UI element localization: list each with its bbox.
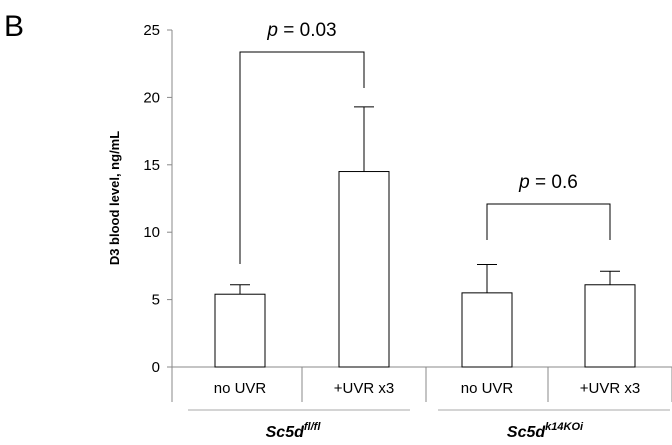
bar <box>214 293 266 368</box>
category-label: no UVR <box>214 380 267 397</box>
category-label: +UVR x3 <box>580 380 640 397</box>
bar <box>584 284 636 368</box>
panel-label: B <box>4 10 24 43</box>
y-tick-label: 15 <box>143 157 160 174</box>
group-label: Sc5dk14KOi <box>507 421 584 441</box>
significance-bracket <box>486 203 611 240</box>
bars <box>214 106 636 368</box>
significance-bracket <box>239 51 365 264</box>
p-value-label: p = 0.6 <box>518 172 578 193</box>
y-tick-label: 25 <box>143 22 160 39</box>
y-tick-label: 0 <box>152 359 160 376</box>
y-tick-label: 10 <box>143 224 160 241</box>
y-tick-label: 5 <box>152 292 160 309</box>
category-label: no UVR <box>461 380 514 397</box>
labels: no UVR +UVR x3 no UVR +UVR x3 Sc5dfl/fl Sc5dk… <box>214 20 640 441</box>
group-label: Sc5dfl/fl <box>266 421 322 441</box>
y-tick-label: 20 <box>143 89 160 106</box>
bar <box>338 171 390 368</box>
p-value-label: p = 0.03 <box>266 20 336 41</box>
category-label: +UVR x3 <box>334 380 394 397</box>
y-axis-label: D3 blood level, ng/mL <box>107 131 122 265</box>
bar <box>461 292 513 368</box>
